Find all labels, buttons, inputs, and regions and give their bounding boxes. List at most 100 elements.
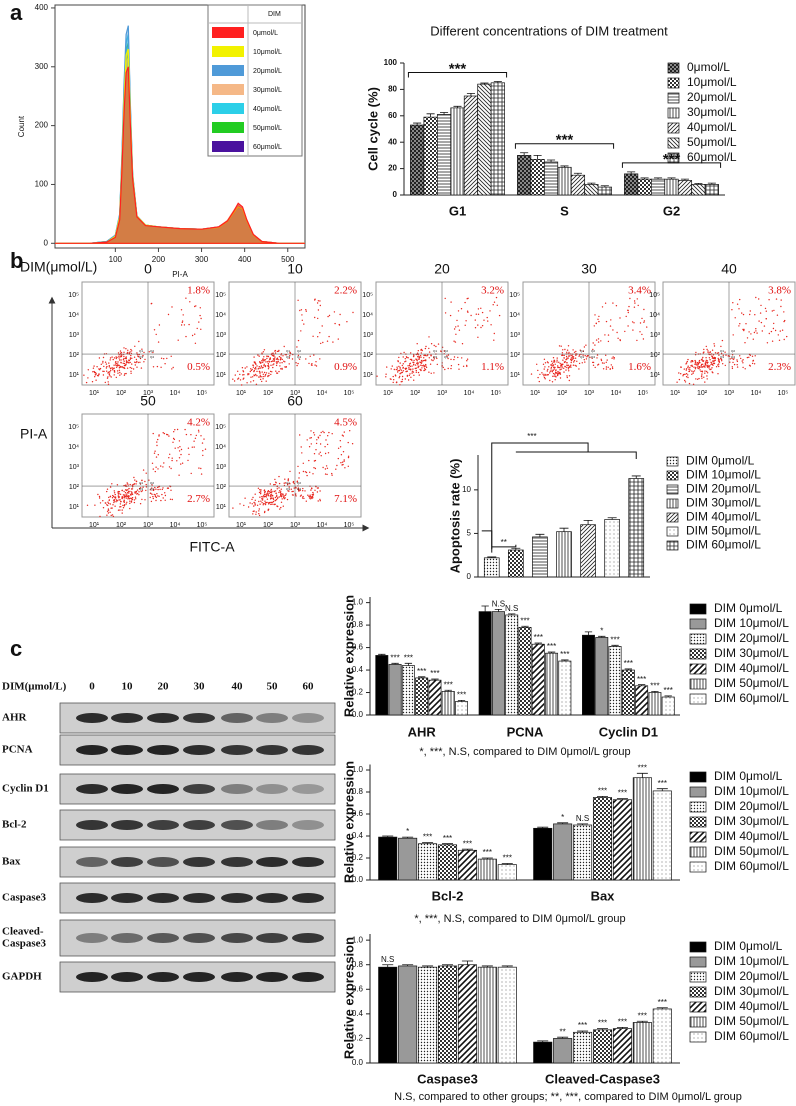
- event-dot: [551, 360, 553, 362]
- event-dot: [317, 300, 320, 302]
- significance-label: N.S: [492, 599, 505, 608]
- event-dot: [720, 345, 722, 348]
- event-dot: [177, 447, 179, 449]
- event-dot: [260, 489, 262, 491]
- event-dot: [324, 446, 326, 448]
- event-dot: [194, 333, 196, 335]
- event-dot: [271, 360, 274, 362]
- bar: [428, 679, 442, 716]
- error-bar: [597, 1028, 608, 1030]
- event-dot: [575, 354, 577, 356]
- event-dot: [391, 365, 393, 367]
- event-dot: [117, 352, 120, 354]
- y-tick-label: 80: [388, 85, 397, 94]
- event-dot: [702, 360, 705, 362]
- event-dot: [299, 495, 302, 497]
- event-dot: [283, 484, 286, 487]
- event-dot: [94, 376, 96, 378]
- event-dot: [107, 504, 109, 507]
- event-dot: [558, 361, 560, 363]
- event-dot: [393, 379, 395, 381]
- event-dot: [688, 370, 690, 373]
- bar: [505, 614, 519, 716]
- event-dot: [319, 304, 321, 307]
- quadrant-label: Q2: [150, 349, 154, 353]
- event-dot: [487, 320, 489, 322]
- event-dot: [712, 354, 715, 356]
- event-dot: [554, 379, 556, 381]
- event-dot: [127, 490, 130, 493]
- event-dot: [131, 492, 133, 494]
- event-dot: [150, 500, 153, 503]
- event-dot: [250, 381, 252, 383]
- event-dot: [461, 357, 463, 359]
- error-bar: [557, 822, 569, 824]
- bar: [557, 166, 572, 196]
- event-dot: [259, 376, 262, 378]
- event-dot: [263, 502, 265, 505]
- event-dot: [256, 365, 258, 367]
- event-dot: [606, 359, 608, 361]
- bar: [455, 701, 468, 716]
- event-dot: [272, 352, 274, 354]
- event-dot: [405, 367, 408, 370]
- legend-label: DIM 60μmol/L: [714, 859, 789, 873]
- event-dot: [758, 320, 760, 322]
- event-dot: [259, 374, 261, 376]
- event-dot: [280, 488, 282, 490]
- event-dot: [106, 514, 108, 516]
- event-dot: [342, 435, 344, 437]
- event-dot: [125, 503, 127, 505]
- protein-label: Caspase3: [2, 938, 47, 950]
- event-dot: [554, 361, 556, 363]
- event-dot: [114, 493, 116, 496]
- event-dot: [260, 500, 262, 502]
- y-tick-label: 10⁵: [649, 292, 660, 299]
- event-dot: [691, 370, 693, 372]
- event-dot: [117, 509, 120, 511]
- quadrant-label: Q4: [297, 355, 301, 359]
- x-tick-label: 10⁵: [197, 390, 208, 397]
- event-dot: [314, 316, 316, 319]
- event-dot: [198, 467, 200, 469]
- error-bar: [501, 965, 513, 968]
- event-dot: [604, 302, 607, 304]
- upper-right-percent: 3.8%: [768, 285, 791, 297]
- event-dot: [263, 511, 266, 514]
- event-dot: [687, 374, 689, 376]
- event-dot: [563, 371, 565, 373]
- event-dot: [559, 362, 561, 365]
- event-dot: [270, 492, 273, 494]
- event-dot: [166, 433, 168, 436]
- event-dot: [313, 467, 315, 469]
- x-tick-label: G1: [449, 203, 466, 218]
- event-dot: [453, 328, 456, 330]
- event-dot: [428, 336, 430, 338]
- event-dot: [112, 515, 115, 518]
- event-dot: [558, 366, 560, 369]
- event-dot: [697, 362, 699, 365]
- event-dot: [138, 494, 140, 496]
- event-dot: [685, 368, 688, 370]
- event-dot: [784, 319, 786, 322]
- event-dot: [266, 361, 269, 363]
- quadrant-label: Q2: [297, 349, 301, 353]
- event-dot: [270, 373, 272, 376]
- event-dot: [180, 463, 182, 465]
- event-dot: [118, 364, 120, 367]
- blot-band: [147, 713, 179, 723]
- event-dot: [121, 366, 124, 368]
- event-dot: [297, 488, 299, 491]
- legend-label: 0μmol/L: [253, 30, 278, 37]
- blot-band: [183, 972, 215, 982]
- bar: [556, 531, 572, 578]
- event-dot: [242, 370, 244, 372]
- significance-label: ***: [618, 789, 627, 798]
- event-dot: [732, 358, 734, 361]
- event-dot: [566, 362, 568, 364]
- event-dot: [120, 506, 122, 508]
- event-dot: [98, 497, 101, 499]
- event-dot: [178, 457, 181, 459]
- dose-label: 30: [581, 261, 597, 277]
- event-dot: [152, 351, 154, 354]
